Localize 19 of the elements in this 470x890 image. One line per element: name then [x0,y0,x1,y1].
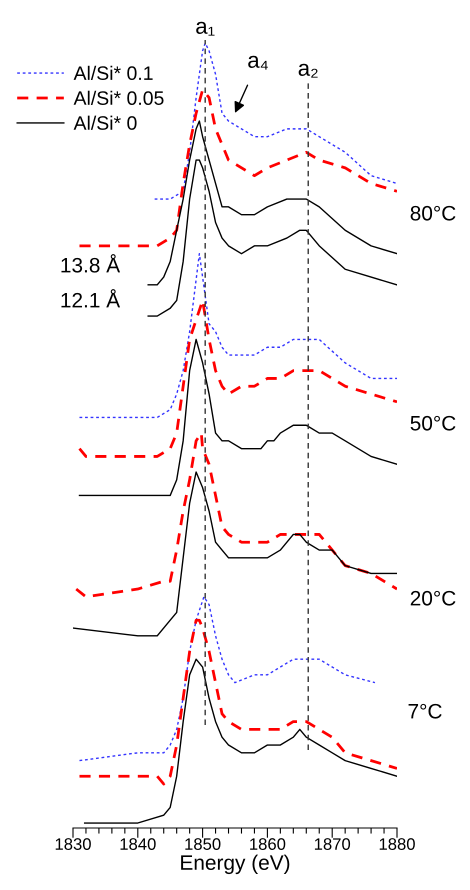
text: 80°C [410,206,456,221]
ref-line-label: a₂ [298,64,318,78]
ref-line-label: a₁ [196,22,215,36]
text: 50°C [410,416,456,431]
legend-label: Al/Si* 0.05 [74,90,164,105]
annotation: 13.8 Å [61,254,120,273]
x-tick-label: 1880 [380,838,415,850]
x-tick-label: 1830 [56,838,91,850]
x-axis-title: Energy (eV) [181,854,290,874]
legend-label: Al/Si* 0.1 [74,66,153,80]
x-tick-label: 1870 [314,838,350,850]
text: 20°C [410,590,456,606]
x-tick-label: 1840 [120,838,156,850]
annotation: a₄ [248,56,268,70]
annotation: 12.1 Å [61,289,120,308]
text: 7°C [408,704,442,719]
x-tick-label: 1850 [185,838,220,850]
legend-label: Al/Si* 0 [74,116,137,130]
x-tick-label: 1860 [250,838,286,850]
